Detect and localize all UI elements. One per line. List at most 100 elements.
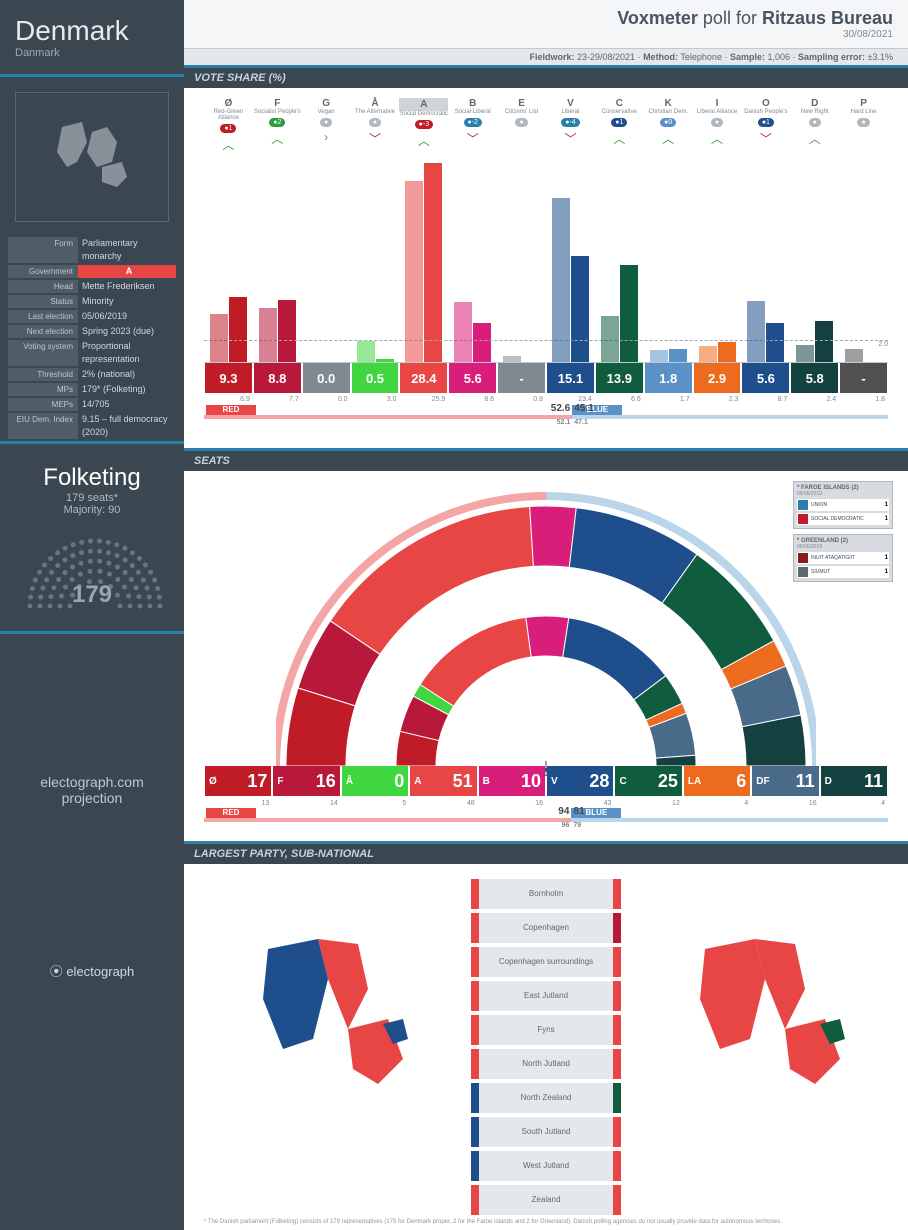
party-header: B Social Liberal ●-2 ﹀ — [448, 98, 497, 153]
party-label: 8.87.7 — [254, 363, 301, 393]
party-header: Å The Alternative ● ﹀ — [351, 98, 400, 153]
seats-bloc: RED 94 96 — [204, 808, 571, 822]
parliament-section: Folketing 179 seats* Majority: 90 179 — [0, 441, 184, 631]
section-subnational: LARGEST PARTY, SUB-NATIONAL — [184, 841, 908, 864]
seat-label: Å05 — [342, 766, 408, 796]
seats-number: 179 — [15, 581, 169, 609]
party-header: F Socialist People's ●2 ︿ — [253, 98, 302, 153]
bar-group — [448, 153, 497, 362]
bloc-bar: BLUE 45.1 47.1 — [572, 405, 888, 419]
map-projection — [641, 879, 888, 1159]
region-row: North Jutland — [471, 1049, 621, 1079]
party-label: 15.123.4 — [547, 363, 594, 393]
party-header: D New Right ● ︿ — [790, 98, 839, 153]
seat-label: D114 — [821, 766, 887, 796]
hemicycle-icon: 179 — [15, 531, 169, 611]
country-name: Denmark — [15, 15, 169, 47]
seats-bloc: BLUE 81 79 — [571, 808, 888, 822]
seat-label: V2843 — [547, 766, 613, 796]
party-header: I Liberal Alliance ● ︿ — [693, 98, 742, 153]
region-row: North Zealand — [471, 1083, 621, 1113]
bar-group — [497, 153, 546, 362]
party-label: -0.8 — [498, 363, 545, 393]
seat-label: B1016 — [479, 766, 545, 796]
client: Ritzaus Bureau — [762, 8, 893, 28]
logo: ⦿ electograph — [0, 946, 184, 995]
divider — [0, 74, 184, 77]
party-header: P Hard Line ● — [839, 98, 888, 153]
projection-label: electograph.com projection — [0, 631, 184, 946]
party-header: E Citizens' List ● — [497, 98, 546, 153]
bar-group — [741, 153, 790, 362]
info-row: MPs179* (Folketing) — [8, 383, 176, 396]
party-label: 9.36.9 — [205, 363, 252, 393]
region-row: East Jutland — [471, 981, 621, 1011]
country-info: FormParliamentary monarchy GovernmentA Hea… — [0, 237, 184, 439]
seat-label: A5148 — [410, 766, 476, 796]
party-label: -1.8 — [840, 363, 887, 393]
bar-group — [790, 153, 839, 362]
party-header: V Liberal ●-4 ﹀ — [546, 98, 595, 153]
pollster: Voxmeter — [617, 8, 698, 28]
party-label: 0.00.0 — [303, 363, 350, 393]
parliament-majority: Majority: 90 — [15, 504, 169, 516]
region-row: Bornholm — [471, 879, 621, 909]
poll-header: Voxmeter poll for Ritzaus Bureau 30/08/2… — [184, 0, 908, 49]
info-row: EIU Dem. Index9.15 – full democracy (202… — [8, 413, 176, 439]
region-row: Copenhagen — [471, 913, 621, 943]
map-previous — [204, 879, 451, 1159]
party-label: 0.53.0 — [352, 363, 399, 393]
info-row: HeadMette Frederiksen — [8, 280, 176, 293]
party-header: Ø Red-Green Alliance ●1 ︿ — [204, 98, 253, 153]
info-row: Next electionSpring 2023 (due) — [8, 325, 176, 338]
bar-group — [302, 153, 351, 362]
party-header: G Vegan ● › — [302, 98, 351, 153]
parliament-name: Folketing — [15, 464, 169, 492]
region-row: South Jutland — [471, 1117, 621, 1147]
subnational-panel: Bornholm Copenhagen Copenhagen surroundi… — [184, 864, 908, 1214]
bar-group — [204, 153, 253, 362]
bar-group — [595, 153, 644, 362]
poll-date: 30/08/2021 — [199, 29, 893, 40]
parliament-seats: 179 seats* — [15, 492, 169, 504]
country-native: Danmark — [15, 47, 169, 59]
party-header: O Danish People's ●1 ﹀ — [741, 98, 790, 153]
party-label: 5.82.4 — [791, 363, 838, 393]
main-content: Voxmeter poll for Ritzaus Bureau 30/08/2… — [184, 0, 908, 1230]
party-label: 1.81.7 — [645, 363, 692, 393]
seat-label: Ø1713 — [205, 766, 271, 796]
section-vote-share: VOTE SHARE (%) — [184, 65, 908, 88]
poll-meta: Fieldwork: 23-29/08/2021 · Method: Telep… — [184, 49, 908, 65]
party-label: 5.68.6 — [449, 363, 496, 393]
bar-group — [693, 153, 742, 362]
sidebar: Denmark Danmark FormParliamentary monarc… — [0, 0, 184, 1230]
party-label: 2.92.3 — [694, 363, 741, 393]
seat-label: LA64 — [684, 766, 750, 796]
seat-label: F1614 — [273, 766, 339, 796]
country-map — [15, 92, 169, 222]
region-row: Fyns — [471, 1015, 621, 1045]
seats-chart: * FAROE ISLANDS (2)05/06/2019UNION1SOCIA… — [184, 471, 908, 841]
party-header: C Conservative ●1 ︿ — [595, 98, 644, 153]
bar-group — [644, 153, 693, 362]
info-row: GovernmentA — [8, 265, 176, 278]
party-header: K Christian Dem. ●0 ︿ — [644, 98, 693, 153]
bar-group — [399, 153, 448, 362]
party-label: 5.68.7 — [742, 363, 789, 393]
bar-group — [351, 153, 400, 362]
party-label: 28.425.9 — [400, 363, 447, 393]
vote-share-chart: Ø Red-Green Alliance ●1 ︿F Socialist Peo… — [184, 88, 908, 448]
info-row: FormParliamentary monarchy — [8, 237, 176, 263]
bar-group — [546, 153, 595, 362]
bloc-bar: RED 52.6 52.1 — [204, 405, 572, 419]
bar-group — [839, 153, 888, 362]
seat-label: DF1116 — [752, 766, 818, 796]
info-row: Voting systemProportional representation — [8, 340, 176, 366]
region-row: Copenhagen surroundings — [471, 947, 621, 977]
poll-for: poll for — [703, 8, 757, 28]
section-seats: SEATS — [184, 448, 908, 471]
region-row: West Jutland — [471, 1151, 621, 1181]
info-row: Threshold2% (national) — [8, 368, 176, 381]
seat-label: C2512 — [615, 766, 681, 796]
info-row: Last election05/06/2019 — [8, 310, 176, 323]
